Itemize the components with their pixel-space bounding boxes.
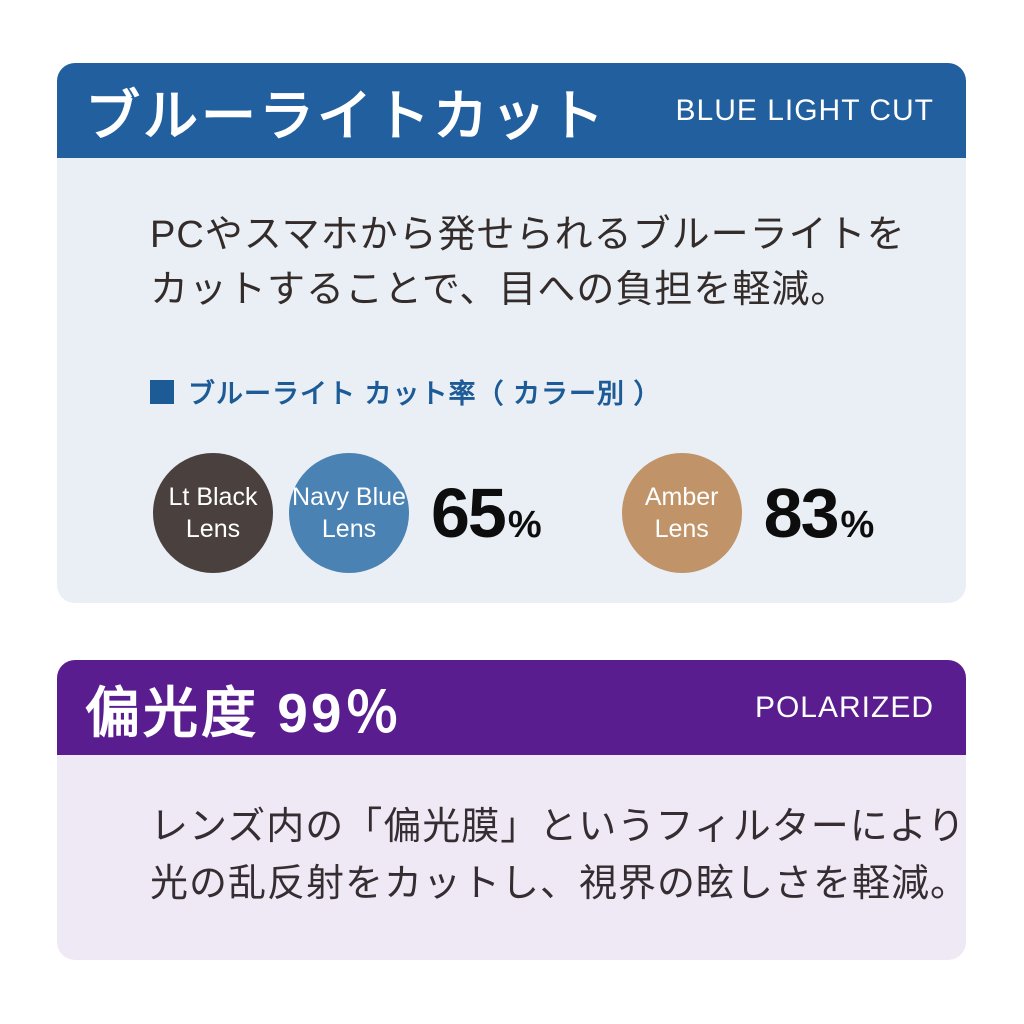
polarized-title-jp: 偏光度 99％: [85, 681, 403, 744]
amber-lens-cut-rate: 83 %: [764, 473, 875, 553]
lt-black-lens-circle: Lt Black Lens: [153, 453, 273, 573]
navy-blue-lens-label-line1: Navy Blue: [292, 483, 406, 511]
lens-group-dark: Lt Black Lens Navy Blue Lens 65 %: [153, 453, 542, 573]
navy-blue-lens-label-line2: Lens: [321, 515, 377, 543]
cut-rate-label: ブルーライト カット率（ カラー別 ）: [150, 372, 966, 411]
polarized-description-line2: 光の乱反射をカットし、視界の眩しさを軽減。: [150, 863, 970, 905]
polarized-description-line1: レンズ内の「偏光膜」というフィルターにより: [150, 806, 966, 848]
dark-lens-cut-rate-value: 65: [431, 474, 507, 552]
blue-light-cut-header: ブルーライトカット BLUE LIGHT CUT: [57, 63, 966, 158]
amber-lens-label-line1: Amber: [644, 483, 719, 511]
polarized-header: 偏光度 99％ POLARIZED: [57, 660, 966, 755]
blue-light-description: PCやスマホから発せられるブルーライトを カットすることで、目への負担を軽減。: [150, 208, 966, 318]
amber-lens-cut-rate-unit: %: [840, 504, 875, 546]
polarized-description: レンズ内の「偏光膜」というフィルターにより 光の乱反射をカットし、視界の眩しさを…: [150, 799, 970, 913]
blue-light-description-line2: カットすることで、目への負担を軽減。: [150, 269, 850, 311]
dark-lens-cut-rate-unit: %: [507, 504, 542, 546]
square-bullet-icon: [150, 379, 174, 404]
dark-lens-cut-rate: 65 %: [431, 473, 542, 553]
amber-lens-cut-rate-value: 83: [763, 474, 840, 552]
blue-light-cut-card: ブルーライトカット BLUE LIGHT CUT PCやスマホから発せられるブル…: [57, 63, 966, 603]
lens-cut-rate-row: Lt Black Lens Navy Blue Lens 65 % Amber …: [153, 453, 966, 573]
blue-light-description-line1: PCやスマホから発せられるブルーライトを: [150, 214, 906, 256]
lt-black-lens-label-line2: Lens: [185, 515, 241, 543]
lens-group-amber: Amber Lens 83 %: [621, 453, 875, 573]
navy-blue-lens-circle: Navy Blue Lens: [289, 453, 409, 573]
amber-lens-circle: Amber Lens: [621, 453, 742, 573]
cut-rate-label-text: ブルーライト カット率（ カラー別 ）: [188, 379, 662, 409]
amber-lens-label-line2: Lens: [654, 515, 709, 543]
polarized-title-en: POLARIZED: [754, 690, 934, 724]
lt-black-lens-label-line1: Lt Black: [168, 483, 258, 511]
blue-light-title-jp: ブルーライトカット: [85, 84, 608, 147]
polarized-card: 偏光度 99％ POLARIZED レンズ内の「偏光膜」というフィルターにより …: [57, 660, 970, 960]
blue-light-title-en: BLUE LIGHT CUT: [675, 93, 934, 127]
